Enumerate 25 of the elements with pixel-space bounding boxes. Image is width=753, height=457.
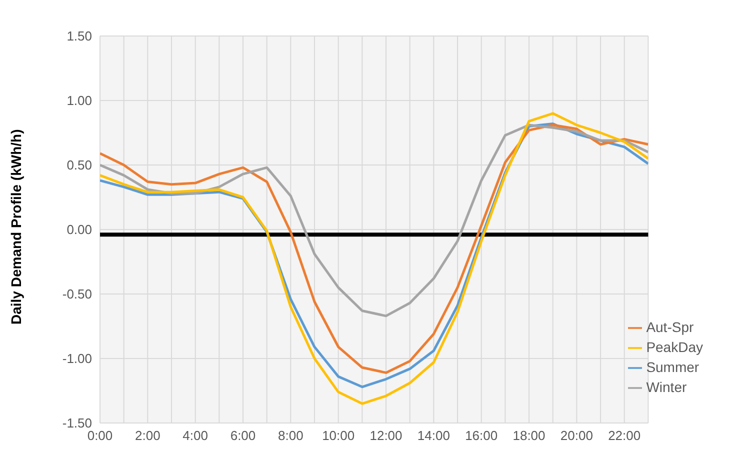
- x-tick-label: 2:00: [135, 428, 160, 444]
- y-tick-label: -1.50: [62, 416, 92, 431]
- x-tick-label: 20:00: [560, 428, 593, 444]
- y-tick-label: 1.50: [66, 28, 92, 44]
- y-tick-label: -0.50: [62, 286, 92, 302]
- x-tick-label: 4:00: [182, 428, 208, 444]
- legend-label: Summer: [646, 359, 700, 375]
- x-tick-label: 0:00: [87, 428, 113, 444]
- y-tick-label: 0.00: [66, 222, 92, 238]
- x-tick-label: 22:00: [608, 428, 641, 444]
- x-tick-label: 14:00: [417, 428, 450, 444]
- x-tick-label: 18:00: [512, 428, 546, 444]
- y-tick-label: 0.50: [66, 158, 92, 173]
- x-tick-label: 6:00: [230, 428, 256, 444]
- line-series: [100, 124, 648, 318]
- x-tick-label: 10:00: [322, 428, 355, 444]
- y-tick-label: -1.00: [62, 351, 92, 366]
- x-tick-label: 8:00: [278, 428, 304, 444]
- legend-label: Winter: [646, 379, 687, 395]
- legend-label: PeakDay: [646, 339, 703, 355]
- y-tick-label: 1.00: [66, 93, 92, 108]
- legend-label: Aut-Spr: [646, 319, 694, 335]
- x-tick-label: 12:00: [370, 428, 402, 444]
- y-axis-title: Daily Demand Profile (kWh/h): [8, 129, 24, 324]
- x-tick-label: 16:00: [465, 428, 498, 444]
